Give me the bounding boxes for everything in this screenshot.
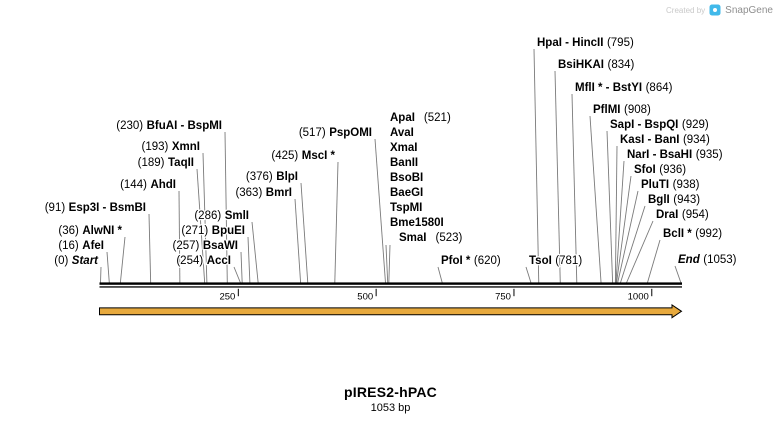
site-label-bme1580i: Bme1580I [390,217,444,229]
site-label-mfli-bstyi: MflI * - BstYI (864) [575,82,673,94]
site-label-kasi-bani: KasI - BanI (934) [620,134,710,146]
leader-line-pflmi [589,115,602,284]
site-label-bcli: BclI * (992) [663,228,722,240]
leader-line-block-523 [388,244,391,284]
leader-line-bgli [619,205,646,284]
site-label-ahdi: (144) AhdI [120,179,176,191]
sequence-bar-bottom [99,286,682,288]
watermark-created-by: Created by [666,5,706,15]
site-label-nari-bsahi: NarI - BsaHI (935) [627,149,723,161]
ruler-label-500: 500 [357,292,373,303]
leader-line-bfuai-bspmi [224,131,228,284]
site-label-msci: (425) MscI * [271,150,335,162]
site-label-drai: DraI (954) [656,209,709,221]
snapgene-logo-icon [709,4,721,16]
leader-line-hpai-hincii [533,48,540,284]
site-label-bgli: BglI (943) [648,194,700,206]
leader-line-bcli [646,239,661,284]
leader-line-msci [334,161,339,284]
ruler-label-1000: 1000 [628,292,649,303]
site-label-start: (0) Start [54,255,99,267]
site-label-sfoi: SfoI (936) [634,164,686,176]
site-label-pflmi: PflMI (908) [593,104,651,116]
leader-line-mfli-bstyi [571,93,578,284]
leader-line-bmri [294,198,302,284]
site-label-bmri: (363) BmrI [235,187,292,199]
plasmid-length: 1053 bp [370,402,411,414]
leader-line-afei [106,251,110,284]
leader-line-alwni [119,236,126,284]
site-label-xmai: XmaI [390,142,418,154]
leader-line-end [674,265,682,284]
site-label-afei: (16) AfeI [58,240,104,252]
leader-line-xmni [202,152,208,284]
leader-line-bsihkai [554,70,561,284]
leader-line-bpuei [247,236,251,284]
feature-arrow [99,303,683,319]
leader-line-nari-bsahi [615,160,625,284]
site-label-xmni: (193) XmnI [142,141,200,153]
site-label-hpai-hincii: HpaI - HincII (795) [537,37,634,49]
leader-line-pluti [617,190,639,284]
ruler-label-750: 750 [495,292,511,303]
site-label-taqii: (189) TaqII [138,157,194,169]
leader-line-esp3i-bsmbi [148,213,152,284]
site-label-tsoi: TsoI (781) [529,255,582,267]
site-label-acci: (254) AccI [176,255,231,267]
leader-line-acci [233,266,241,284]
leader-line-sfoi [616,175,632,284]
site-label-tspmi: TspMI [390,202,422,214]
watermark: Created by SnapGene [666,4,773,16]
site-label-bsihkai: BsiHKAI (834) [558,59,635,71]
leader-line-taqii [196,168,206,284]
site-label-baegi: BaeGI [390,187,423,199]
site-label-bpuei: (271) BpuEI [181,225,245,237]
leader-line-tsoi [525,266,532,284]
plasmid-name: pIRES2-hPAC [344,384,437,400]
leader-line-block-521 [385,244,389,284]
leader-line-smli [251,221,259,284]
site-label-smli: (286) SmlI [194,210,249,222]
leader-line-kasi-bani [614,145,618,284]
leader-line-blpi [300,182,309,284]
site-label-smai: SmaI (523) [399,232,463,244]
site-label-bsawi: (257) BsaWI [172,240,238,252]
site-label-apai: ApaI (521) [390,112,451,124]
site-label-pluti: PluTI (938) [641,179,700,191]
sequence-bar-top [99,282,682,285]
title-block: pIRES2-hPAC 1053 bp [0,384,781,414]
site-label-bsobi: BsoBI [390,172,423,184]
site-label-pspomi: (517) PspOMI [299,127,372,139]
watermark-brand: SnapGene [725,4,773,16]
site-label-end: End (1053) [678,254,737,266]
leader-line-pspomi [374,138,386,284]
leader-line-bsawi [240,251,243,284]
site-label-blpi: (376) BlpI [246,171,298,183]
site-label-avai: AvaI [390,127,414,139]
site-label-sapi-bspqi: SapI - BspQI (929) [610,119,709,131]
site-label-banii: BanII [390,157,418,169]
leader-line-pfoi [437,266,443,284]
site-label-pfoi: PfoI * (620) [441,255,501,267]
leader-line-drai [626,220,654,284]
site-label-alwni: (36) AlwNI * [58,225,122,237]
leader-line-ahdi [178,190,181,284]
leader-line-start [100,266,102,284]
ruler-label-250: 250 [219,292,235,303]
leader-line-sapi-bspqi [606,130,614,284]
site-label-bfuai-bspmi: (230) BfuAI - BspMI [116,120,222,132]
site-label-esp3i-bsmbi: (91) Esp3I - BsmBI [45,202,146,214]
